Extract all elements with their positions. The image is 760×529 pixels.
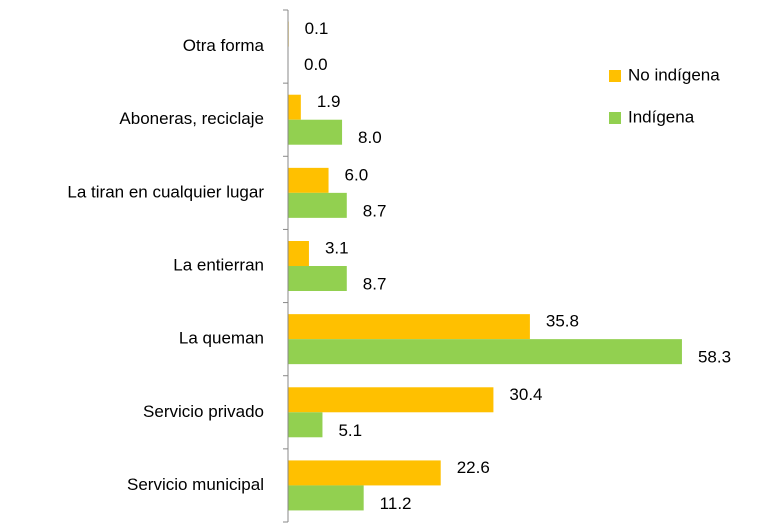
bar <box>288 387 494 413</box>
bar <box>288 412 323 438</box>
bar <box>288 192 347 218</box>
bar <box>288 460 441 486</box>
bar <box>288 167 329 193</box>
data-label: 5.1 <box>338 421 362 440</box>
category-label: Servicio municipal <box>127 475 264 494</box>
data-label: 11.2 <box>380 494 412 513</box>
category-label: La tiran en cualquier lugar <box>67 182 264 201</box>
bar <box>288 94 301 120</box>
data-label: 8.0 <box>358 128 382 147</box>
legend-label: Indígena <box>628 107 695 126</box>
data-label: 30.4 <box>509 385 542 404</box>
bar <box>288 485 364 511</box>
legend-swatch <box>609 70 621 82</box>
data-label: 1.9 <box>317 92 341 111</box>
data-label: 8.7 <box>363 274 387 293</box>
data-label: 6.0 <box>345 165 369 184</box>
category-label: Otra forma <box>183 36 265 55</box>
data-label: 8.7 <box>363 201 387 220</box>
data-label: 0.1 <box>305 19 329 38</box>
bar <box>288 241 309 266</box>
bar <box>288 119 343 145</box>
legend-swatch <box>609 112 621 124</box>
data-label: 22.6 <box>457 458 490 477</box>
bar <box>288 266 347 291</box>
data-label: 35.8 <box>546 312 579 331</box>
bar <box>288 339 682 365</box>
data-label: 0.0 <box>304 55 328 74</box>
category-label: La queman <box>179 329 264 348</box>
category-label: Aboneras, reciclaje <box>119 109 264 128</box>
data-label: 58.3 <box>698 348 731 367</box>
category-label: La entierran <box>173 255 264 274</box>
legend-label: No indígena <box>628 65 720 84</box>
data-label: 3.1 <box>325 238 349 257</box>
category-label: Servicio privado <box>143 402 264 421</box>
bar <box>288 314 530 340</box>
